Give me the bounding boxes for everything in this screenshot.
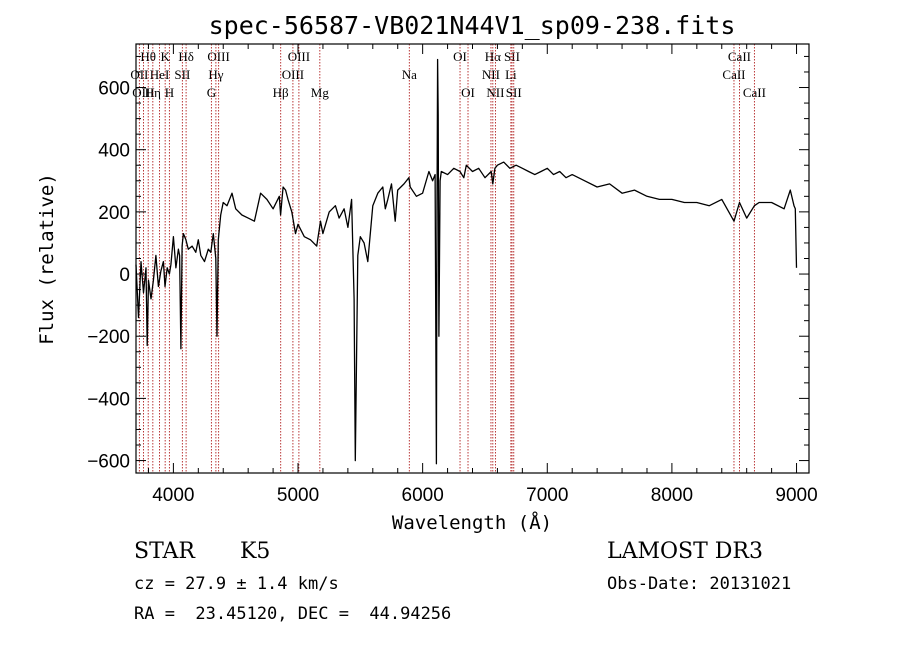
line-label: Hα bbox=[485, 49, 501, 64]
plot-frame bbox=[135, 43, 810, 474]
line-label: CaII bbox=[722, 67, 745, 82]
line-label: CaII bbox=[743, 85, 766, 100]
y-tick-label: 400 bbox=[98, 141, 130, 162]
y-tick-label: 200 bbox=[98, 203, 130, 224]
line-label: OII bbox=[130, 67, 148, 82]
line-label: H bbox=[165, 85, 174, 100]
line-label: Mg bbox=[311, 85, 330, 100]
redshift-velocity: cz = 27.9 ± 1.4 km/s bbox=[134, 574, 339, 594]
object-class: STAR bbox=[134, 539, 195, 564]
y-axis: −600 −400 −200 0 200 400 600 bbox=[87, 55, 809, 473]
line-label: Hθ bbox=[140, 49, 156, 64]
coordinates: RA = 23.45120, DEC = 44.94256 bbox=[134, 604, 452, 624]
line-label: Na bbox=[402, 67, 417, 82]
y-tick-label: 0 bbox=[119, 265, 130, 286]
line-label: Hβ bbox=[273, 85, 289, 100]
line-label: SII bbox=[506, 85, 522, 100]
line-label: Hη bbox=[145, 85, 161, 100]
x-tick-label: 6000 bbox=[402, 485, 444, 506]
line-label: K bbox=[160, 49, 170, 64]
y-axis-label: Flux (relative) bbox=[36, 173, 58, 345]
y-tick-label: 600 bbox=[98, 79, 130, 100]
line-label: OIII bbox=[132, 85, 154, 100]
line-label: Hδ bbox=[178, 49, 194, 64]
x-tick-label: 4000 bbox=[152, 485, 194, 506]
spectrum-series bbox=[135, 58, 798, 465]
x-tick-label: 5000 bbox=[277, 485, 319, 506]
x-tick-label: 8000 bbox=[651, 485, 693, 506]
line-label: OI bbox=[453, 49, 467, 64]
x-axis: 4000 5000 6000 7000 8000 9000 bbox=[147, 44, 818, 506]
observation-date: Obs-Date: 20131021 bbox=[607, 574, 792, 594]
line-label: G bbox=[207, 85, 216, 100]
line-label: OIII bbox=[288, 49, 310, 64]
line-label: OIII bbox=[282, 67, 304, 82]
x-axis-label: Wavelength (Å) bbox=[392, 511, 552, 534]
y-tick-label: −600 bbox=[87, 452, 130, 473]
survey-name: LAMOST DR3 bbox=[607, 539, 763, 564]
spectrum-line bbox=[135, 58, 798, 465]
line-label: CaII bbox=[728, 49, 751, 64]
chart-title: spec-56587-VB021N44V1_sp09-238.fits bbox=[209, 11, 736, 40]
y-tick-label: −200 bbox=[87, 327, 130, 348]
x-tick-label: 9000 bbox=[775, 485, 817, 506]
line-label: Li bbox=[505, 67, 517, 82]
line-label: NII bbox=[486, 85, 504, 100]
line-label: HeI bbox=[150, 67, 170, 82]
line-label: Hγ bbox=[208, 67, 223, 82]
object-subclass: K5 bbox=[240, 539, 271, 564]
y-tick-label: −400 bbox=[87, 389, 130, 410]
line-label: SII bbox=[174, 67, 190, 82]
line-label: SII bbox=[504, 49, 520, 64]
line-label: OIII bbox=[207, 49, 229, 64]
x-tick-label: 7000 bbox=[526, 485, 568, 506]
line-label: OI bbox=[461, 85, 475, 100]
line-label: NII bbox=[482, 67, 500, 82]
